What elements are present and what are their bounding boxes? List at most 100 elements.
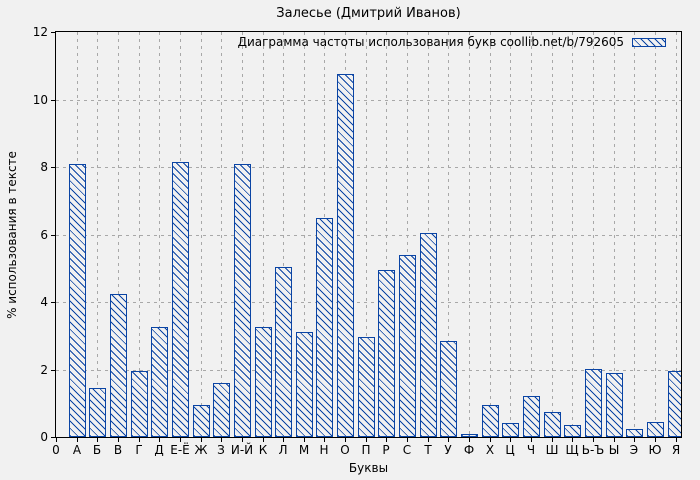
gridline-x	[552, 32, 553, 437]
x-tick-label: Б	[92, 443, 102, 457]
x-tick-mark	[469, 438, 470, 442]
x-tick-label: Ы	[608, 443, 620, 457]
x-tick-label: В	[113, 443, 123, 457]
y-tick-mark	[51, 32, 55, 33]
x-tick-mark	[655, 438, 656, 442]
x-tick-mark	[428, 438, 429, 442]
x-tick-label: Н	[319, 443, 329, 457]
gridline-y	[56, 302, 681, 303]
y-tick-label: 2	[40, 363, 48, 377]
x-tick-label: К	[258, 443, 268, 457]
x-tick-mark	[159, 438, 160, 442]
gridline-x	[448, 32, 449, 437]
x-tick-mark	[510, 438, 511, 442]
x-tick-label: Г	[135, 443, 143, 457]
bar-Ы	[606, 373, 623, 437]
y-tick-mark	[51, 370, 55, 371]
gridline-y	[56, 235, 681, 236]
x-tick-label: Ю	[648, 443, 662, 457]
gridline-x	[221, 32, 222, 437]
bar-Д	[151, 327, 168, 437]
x-tick-mark	[263, 438, 264, 442]
chart-title: Залесье (Дмитрий Иванов)	[276, 6, 461, 21]
bar-У	[440, 341, 457, 437]
x-tick-label: Д	[154, 443, 164, 457]
x-tick-label: Ь-Ъ	[581, 443, 605, 457]
x-axis-title: Буквы	[348, 461, 389, 475]
x-tick-mark	[283, 438, 284, 442]
bar-И-Й	[234, 164, 251, 437]
legend: Диаграмма частоты использования букв coo…	[238, 35, 666, 49]
y-tick-label: 4	[40, 295, 48, 309]
x-tick-label: Ж	[194, 443, 208, 457]
gridline-y	[56, 100, 681, 101]
x-tick-mark	[304, 438, 305, 442]
bar-Ю	[647, 422, 664, 437]
x-tick-mark	[572, 438, 573, 442]
x-tick-label: У	[444, 443, 452, 457]
gridline-x	[572, 32, 573, 437]
x-tick-label: Р	[382, 443, 390, 457]
bar-Б	[89, 388, 106, 437]
x-tick-mark	[407, 438, 408, 442]
gridline-x	[655, 32, 656, 437]
x-tick-label: А	[72, 443, 82, 457]
bar-Ш	[544, 412, 561, 437]
bar-Ц	[502, 423, 519, 437]
plot-area: Диаграмма частоты использования букв coo…	[55, 31, 682, 438]
x-tick-mark	[593, 438, 594, 442]
gridline-x	[366, 32, 367, 437]
x-tick-mark	[221, 438, 222, 442]
bar-Я	[668, 371, 681, 437]
x-tick-mark	[56, 438, 57, 442]
bar-Э	[626, 429, 643, 437]
x-tick-label: Щ	[565, 443, 579, 457]
bar-З	[213, 383, 230, 437]
x-tick-mark	[201, 438, 202, 442]
gridline-x	[159, 32, 160, 437]
gridline-x	[386, 32, 387, 437]
x-tick-mark	[118, 438, 119, 442]
gridline-x	[304, 32, 305, 437]
gridline-x	[283, 32, 284, 437]
x-tick-label: Ф	[463, 443, 475, 457]
x-tick-label: И-Й	[230, 443, 254, 457]
y-tick-mark	[51, 302, 55, 303]
gridline-x	[510, 32, 511, 437]
gridline-x	[469, 32, 470, 437]
gridline-x	[139, 32, 140, 437]
x-tick-label: Ч	[526, 443, 536, 457]
gridline-x	[118, 32, 119, 437]
legend-key-swatch-icon	[632, 37, 666, 47]
gridline-x	[263, 32, 264, 437]
x-tick-mark	[552, 438, 553, 442]
bar-К	[255, 327, 272, 437]
bar-Е-Ё	[172, 162, 189, 437]
bar-О	[337, 74, 354, 437]
gridline-x	[201, 32, 202, 437]
x-tick-mark	[366, 438, 367, 442]
gridline-x	[490, 32, 491, 437]
y-tick-mark	[51, 100, 55, 101]
gridline-x	[593, 32, 594, 437]
x-tick-label: Ш	[545, 443, 559, 457]
x-tick-label: З	[217, 443, 225, 457]
x-tick-mark	[676, 438, 677, 442]
x-tick-label: М	[298, 443, 310, 457]
x-tick-mark	[448, 438, 449, 442]
x-tick-label: О	[340, 443, 350, 457]
gridline-x	[531, 32, 532, 437]
x-tick-mark	[634, 438, 635, 442]
y-tick-mark	[51, 167, 55, 168]
gridline-x	[97, 32, 98, 437]
bar-Щ	[564, 425, 581, 437]
y-tick-mark	[51, 437, 55, 438]
x-tick-label: Х	[485, 443, 495, 457]
x-tick-mark	[386, 438, 387, 442]
bar-М	[296, 332, 313, 437]
x-tick-label: Т	[424, 443, 432, 457]
gridline-x	[676, 32, 677, 437]
bar-Ф	[461, 434, 478, 437]
x-tick-mark	[97, 438, 98, 442]
bar-Г	[131, 371, 148, 437]
